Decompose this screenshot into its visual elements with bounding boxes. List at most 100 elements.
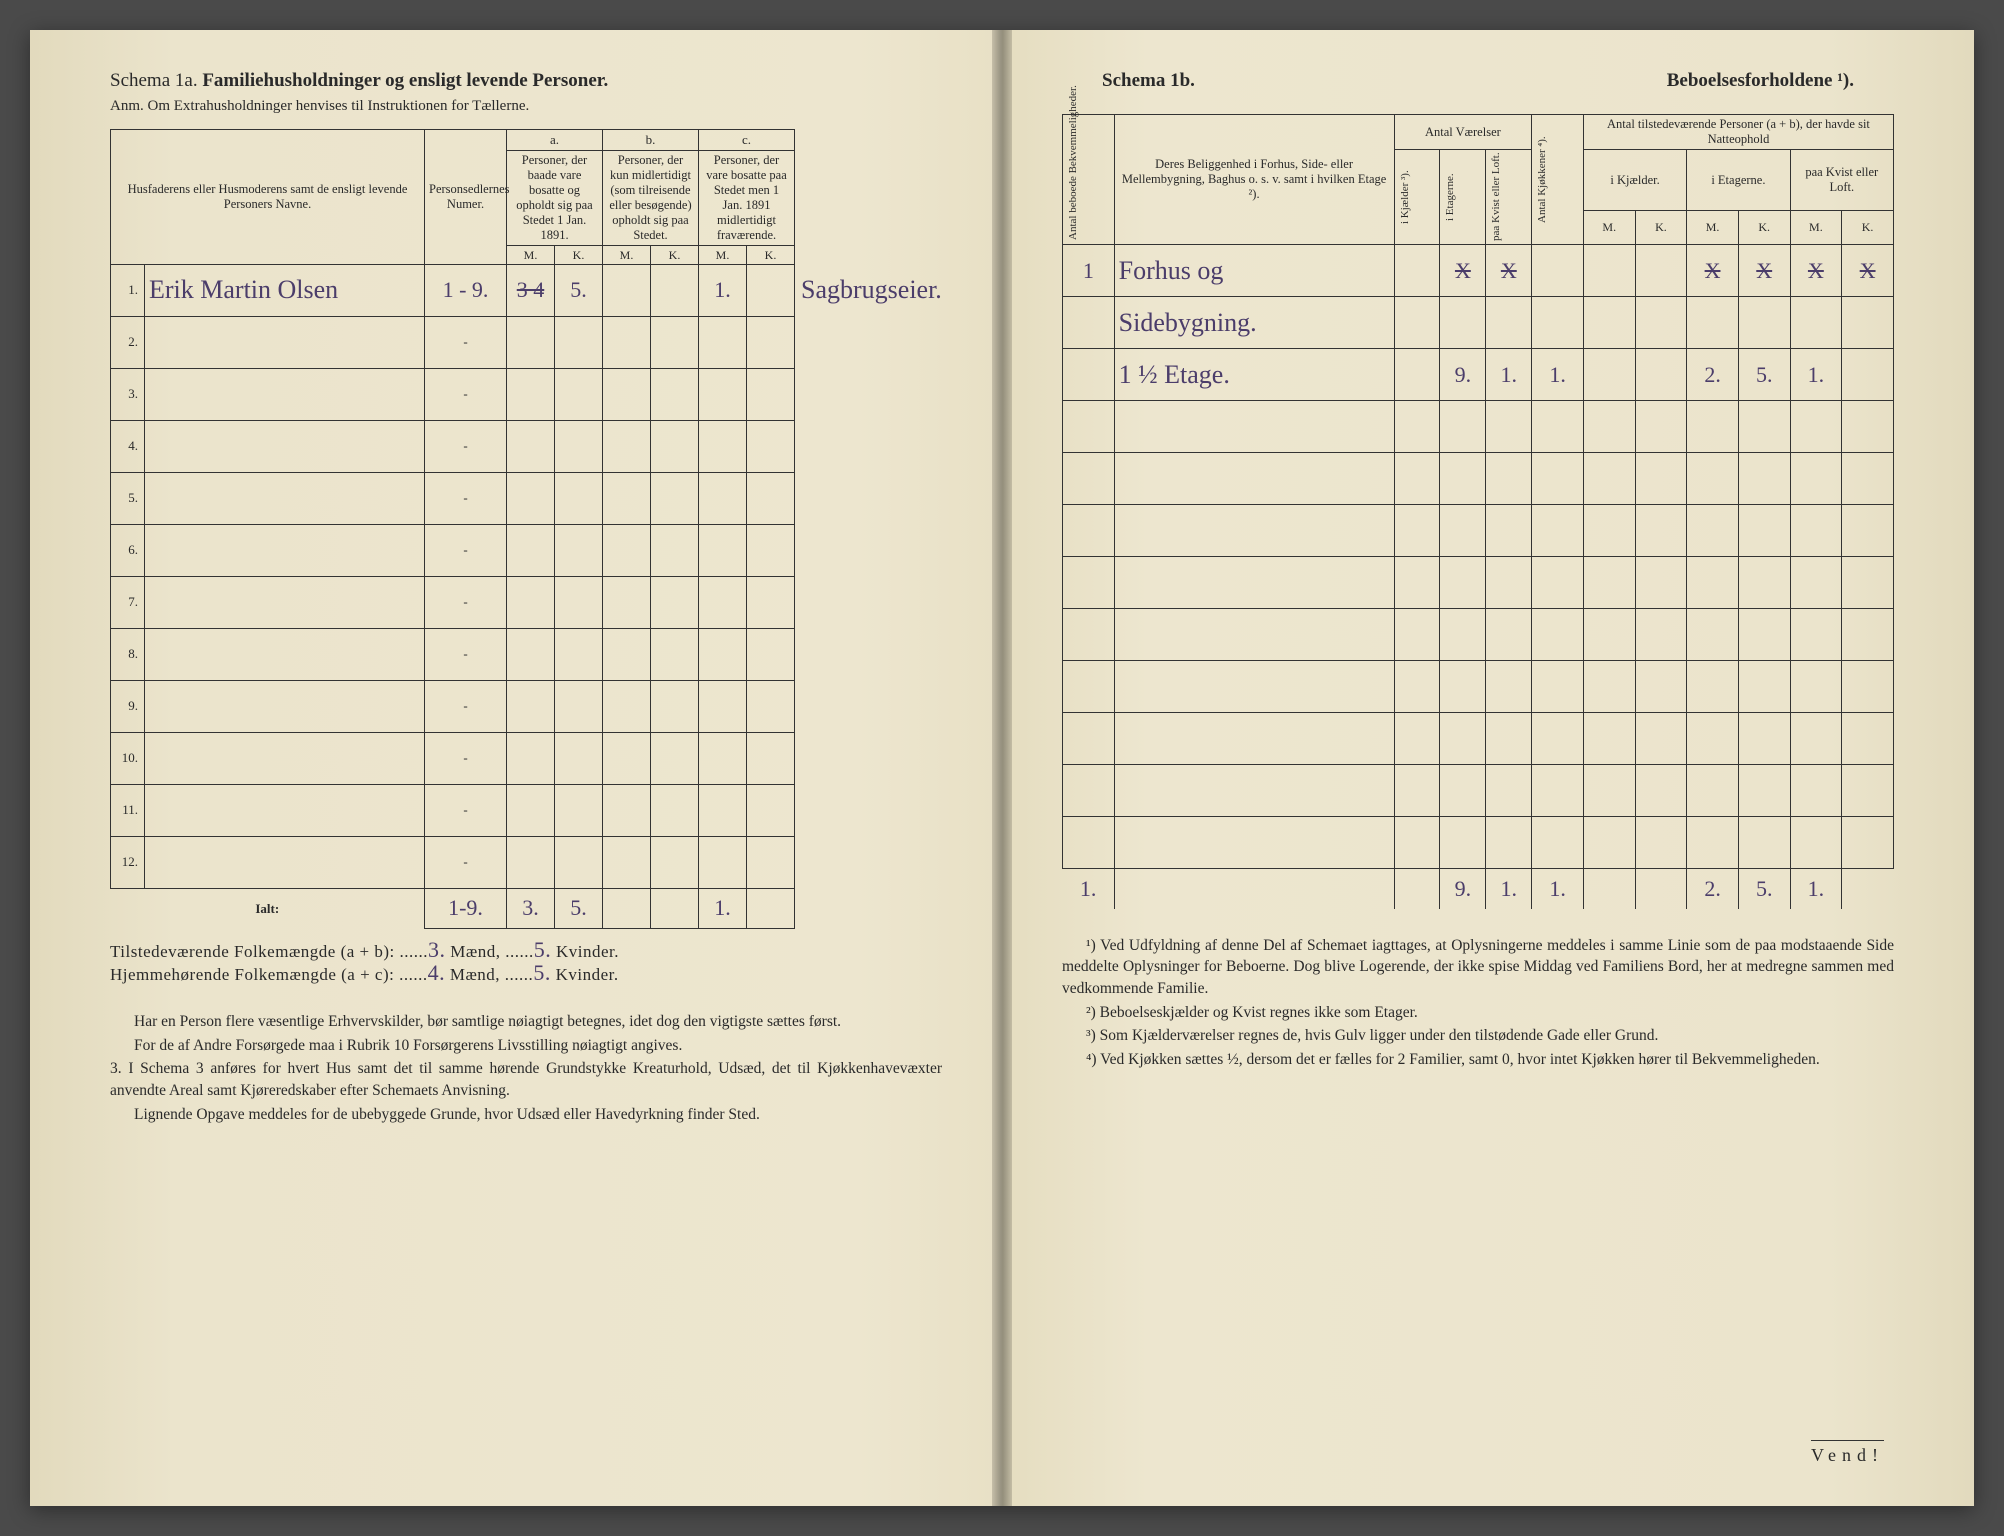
ialt-num: 1-9.: [425, 888, 507, 928]
col-c: c.: [699, 130, 795, 151]
mk-ck: K.: [747, 245, 795, 264]
fn-text: ³) Som Kjælderværelser regnes de, hvis G…: [1062, 1025, 1894, 1047]
right-page: Schema 1b. Beboelsesforholdene ¹). Antal…: [1002, 30, 1974, 1506]
ialt-bekv: 1.: [1063, 869, 1115, 909]
table-row: 1. Erik Martin Olsen 1 - 9. 3 4 5. 1. Sa…: [111, 264, 943, 316]
summary-lines: Tilstedeværende Folkemængde (a + b): ...…: [110, 939, 942, 985]
vend-label: Vend!: [1811, 1440, 1884, 1466]
ialt-label: Ialt:: [111, 888, 425, 928]
ialt-kj: 1.: [1532, 869, 1584, 909]
table-row: [1063, 609, 1894, 661]
fn-text: Lignende Opgave meddeles for de ubebygge…: [110, 1104, 942, 1126]
row1-extra: Sagbrugseier.: [795, 264, 943, 316]
table-row: [1063, 505, 1894, 557]
r3-pkm: 1.: [1790, 349, 1842, 401]
anm-note: Anm. Om Extrahusholdninger henvises til …: [110, 98, 942, 115]
table-row: [1063, 713, 1894, 765]
left-page: Schema 1a. Familiehusholdninger og ensli…: [30, 30, 1002, 1506]
table-row: Sidebygning.: [1063, 297, 1894, 349]
table-row: 5.-: [111, 472, 943, 524]
ialt-pek: 5.: [1738, 869, 1790, 909]
mk-ak: K.: [555, 245, 603, 264]
h-pers: Antal tilstedeværende Personer (a + b), …: [1583, 115, 1893, 150]
fn-text: ⁴) Ved Kjøkken sættes ½, dersom det er f…: [1062, 1049, 1894, 1071]
r3-etag: 9.: [1440, 349, 1486, 401]
left-footnotes: Har en Person flere væsentlige Erhvervsk…: [110, 1011, 942, 1125]
h-kjael: i Kjælder ³).: [1394, 150, 1440, 245]
r1-struck: X: [1486, 245, 1532, 297]
mk-bm: M.: [603, 245, 651, 264]
mk-cm: M.: [699, 245, 747, 264]
head-numer: Personsedlernes Numer.: [425, 130, 507, 265]
schema-1b-title: Schema 1b. Beboelsesforholdene ¹).: [1062, 70, 1894, 92]
table-row: [1063, 401, 1894, 453]
ialt-row: 1. 9. 1. 1. 2. 5. 1.: [1063, 869, 1894, 909]
h-vaer: Antal Værelser: [1394, 115, 1532, 150]
schema-1b-table: Antal beboede Bekvemmeligheder. Deres Be…: [1062, 114, 1894, 909]
table-row: 12.-: [111, 836, 943, 888]
census-spread: Schema 1a. Familiehusholdninger og ensli…: [30, 30, 1974, 1506]
r2-belig: Sidebygning.: [1114, 297, 1394, 349]
h-etag: i Etagerne.: [1440, 150, 1486, 245]
table-row: 8.-: [111, 628, 943, 680]
h-p-kj: i Kjælder.: [1583, 150, 1686, 211]
fn-text: ²) Beboelseskjælder og Kvist regnes ikke…: [1062, 1002, 1894, 1024]
table-row: [1063, 661, 1894, 713]
fn-text: For de af Andre Forsørgede maa i Rubrik …: [110, 1035, 942, 1057]
col-b: b.: [603, 130, 699, 151]
table-row: 7.-: [111, 576, 943, 628]
table-row: [1063, 453, 1894, 505]
sum-line-1: Tilstedeværende Folkemængde (a + b): ...…: [110, 939, 942, 962]
schema-prefix: Schema 1b.: [1102, 70, 1195, 92]
row1-name: Erik Martin Olsen: [145, 264, 425, 316]
h-kjok: Antal Kjøkkener ⁴).: [1532, 115, 1584, 245]
table-row: 1 ½ Etage. 9. 1. 1. 2. 5. 1.: [1063, 349, 1894, 401]
ialt-am: 3.: [507, 888, 555, 928]
table-row: 4.-: [111, 420, 943, 472]
r1-belig: Forhus og: [1114, 245, 1394, 297]
row1-cm: 1.: [699, 264, 747, 316]
ialt-pkm: 1.: [1790, 869, 1842, 909]
r3-belig: 1 ½ Etage.: [1114, 349, 1394, 401]
head-name: Husfaderens eller Husmoderens samt de en…: [111, 130, 425, 265]
r1-struck: X: [1440, 245, 1486, 297]
h-kvist: paa Kvist eller Loft.: [1486, 150, 1532, 245]
schema-1a-title: Schema 1a. Familiehusholdninger og ensli…: [110, 70, 942, 92]
ialt-ak: 5.: [555, 888, 603, 928]
row1-am: 3 4: [507, 264, 555, 316]
right-footnotes: ¹) Ved Udfyldning af denne Del af Schema…: [1062, 935, 1894, 1071]
table-row: 10.-: [111, 732, 943, 784]
r3-kvist: 1.: [1486, 349, 1532, 401]
table-row: 1 Forhus og X X X X X X: [1063, 245, 1894, 297]
h-belig: Deres Beliggenhed i Forhus, Side- eller …: [1114, 115, 1394, 245]
head-c: Personer, der vare bosatte paa Stedet me…: [699, 150, 795, 245]
schema-prefix: Schema 1a.: [110, 70, 198, 91]
schema-main: Familiehusholdninger og ensligt levende …: [202, 70, 608, 91]
ialt-pem: 2.: [1687, 869, 1739, 909]
rownum: 1.: [111, 264, 145, 316]
table-row: 3.-: [111, 368, 943, 420]
head-a: Personer, der baade vare bosatte og opho…: [507, 150, 603, 245]
ialt-et: 9.: [1440, 869, 1486, 909]
table-row: 2.-: [111, 316, 943, 368]
r1-bekv: 1: [1063, 245, 1115, 297]
r3-pek: 5.: [1738, 349, 1790, 401]
h-p-kv: paa Kvist eller Loft.: [1790, 150, 1893, 211]
col-a: a.: [507, 130, 603, 151]
row1-num: 1 - 9.: [425, 264, 507, 316]
schema-1a-table: Husfaderens eller Husmoderens samt de en…: [110, 129, 942, 929]
ialt-cm: 1.: [699, 888, 747, 928]
ialt-row: Ialt: 1-9. 3. 5. 1.: [111, 888, 943, 928]
table-row: 11.-: [111, 784, 943, 836]
book-spine: [992, 30, 1012, 1506]
r3-pem: 2.: [1687, 349, 1739, 401]
table-row: [1063, 557, 1894, 609]
mk-am: M.: [507, 245, 555, 264]
ialt-kv: 1.: [1486, 869, 1532, 909]
table-row: 9.-: [111, 680, 943, 732]
row1-ak: 5.: [555, 264, 603, 316]
sum-line-2: Hjemmehørende Folkemængde (a + c): .....…: [110, 962, 942, 985]
table-row: [1063, 817, 1894, 869]
r3-kjok: 1.: [1532, 349, 1584, 401]
schema-main: Beboelsesforholdene ¹).: [1667, 70, 1854, 92]
